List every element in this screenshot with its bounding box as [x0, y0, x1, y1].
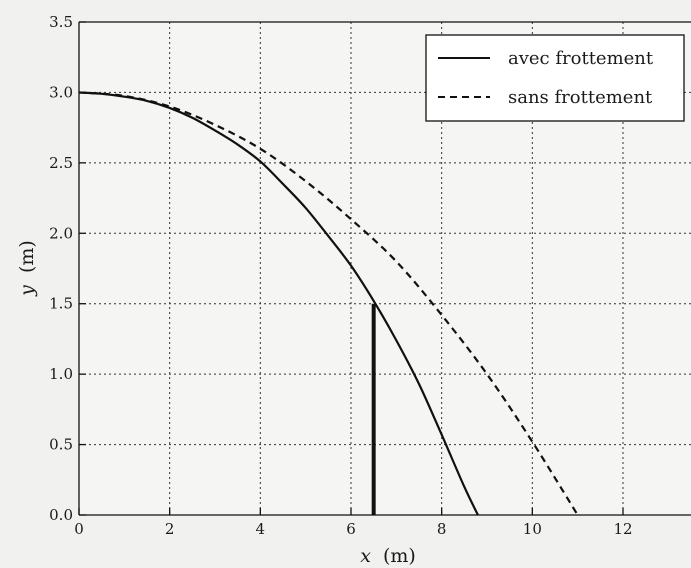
y-tick-label: 1.0 — [49, 365, 73, 383]
y-tick-label: 1.5 — [49, 295, 73, 313]
legend-label-sans-frottement: sans frottement — [508, 87, 653, 108]
legend-label-avec-frottement: avec frottement — [508, 48, 654, 69]
y-tick-label: 3.0 — [49, 83, 73, 101]
legend-box — [425, 34, 685, 122]
x-tick-label: 6 — [346, 520, 356, 538]
series-line-avec-frottement — [78, 91, 479, 516]
series-line-sans-frottement — [78, 91, 579, 516]
plot-frame — [78, 21, 691, 516]
x-tick-label: 8 — [437, 520, 447, 538]
x-tick-label: 12 — [613, 520, 632, 538]
series-lines — [78, 91, 579, 516]
legend: avec frottement sans frottement — [425, 34, 685, 122]
y-tick-label: 0.5 — [49, 436, 73, 454]
grid — [78, 21, 691, 516]
x-axis-label: x (m) — [360, 545, 416, 567]
y-tick-label: 0.0 — [49, 506, 73, 524]
x-tick-label: 10 — [523, 520, 542, 538]
ticks: 0 2 4 6 8 10 12 0.0 0.5 1.0 1.5 2.0 2.5 3.0 3.5 — [49, 13, 632, 538]
x-tick-label: 2 — [165, 520, 175, 538]
y-tick-label: 2.0 — [49, 224, 73, 242]
y-tick-label: 2.5 — [49, 154, 73, 172]
x-tick-label: 4 — [256, 520, 266, 538]
x-tick-label: 0 — [74, 520, 84, 538]
y-tick-label: 3.5 — [49, 13, 73, 31]
y-axis-label: y (m) — [16, 240, 38, 297]
